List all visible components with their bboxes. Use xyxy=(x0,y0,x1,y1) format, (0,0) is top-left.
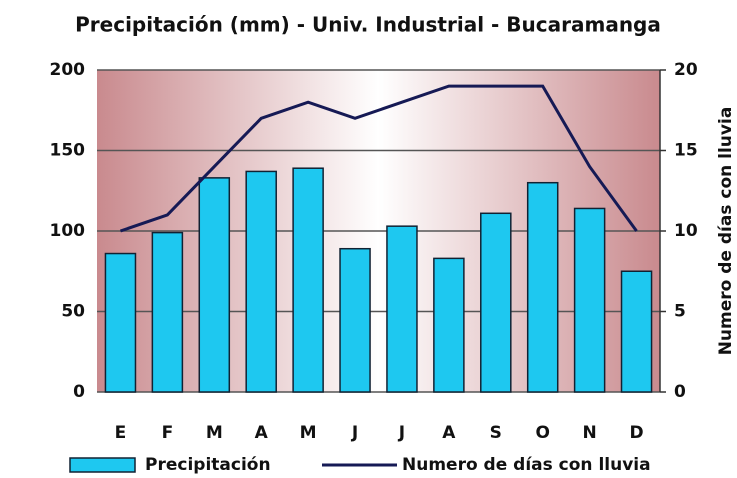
y-tick-label: 0 xyxy=(73,382,85,402)
y2-tick-label: 0 xyxy=(674,382,686,402)
x-tick-label: A xyxy=(442,423,456,443)
bar xyxy=(292,167,324,393)
y2-axis-label: Numero de días con lluvia xyxy=(716,107,736,356)
bar xyxy=(620,270,653,393)
bar xyxy=(104,252,137,393)
chart-title: Precipitación (mm) - Univ. Industrial - … xyxy=(75,13,661,37)
y-tick-label: 100 xyxy=(50,221,86,241)
x-tick-label: J xyxy=(351,423,358,443)
x-tick-label: N xyxy=(583,423,597,443)
x-tick-label: J xyxy=(398,423,405,443)
legend-label: Precipitación xyxy=(145,455,271,475)
y2-tick-label: 10 xyxy=(674,221,698,241)
bar xyxy=(526,181,559,393)
bar xyxy=(480,212,512,393)
x-tick-label: E xyxy=(115,423,127,443)
bar xyxy=(151,231,184,393)
bar xyxy=(245,170,277,393)
x-tick-label: D xyxy=(629,423,643,443)
legend-label: Numero de días con lluvia xyxy=(402,455,651,475)
bar xyxy=(339,247,371,393)
y2-tick-label: 15 xyxy=(674,141,698,161)
y2-tick-label: 5 xyxy=(674,302,686,322)
x-tick-label: M xyxy=(300,423,317,443)
x-tick-label: S xyxy=(490,423,502,443)
y-tick-label: 200 xyxy=(50,60,86,80)
bar xyxy=(198,177,231,393)
bar xyxy=(433,257,465,393)
bar xyxy=(573,207,606,393)
y-tick-label: 50 xyxy=(61,302,85,322)
x-tick-label: M xyxy=(206,423,223,443)
x-tick-label: F xyxy=(162,423,174,443)
bar xyxy=(386,225,418,393)
y2-tick-label: 20 xyxy=(674,60,698,80)
line xyxy=(119,84,638,233)
y-tick-label: 150 xyxy=(50,141,86,161)
legend-swatch xyxy=(69,457,136,473)
x-tick-label: A xyxy=(255,423,269,443)
x-tick-label: O xyxy=(535,423,549,443)
